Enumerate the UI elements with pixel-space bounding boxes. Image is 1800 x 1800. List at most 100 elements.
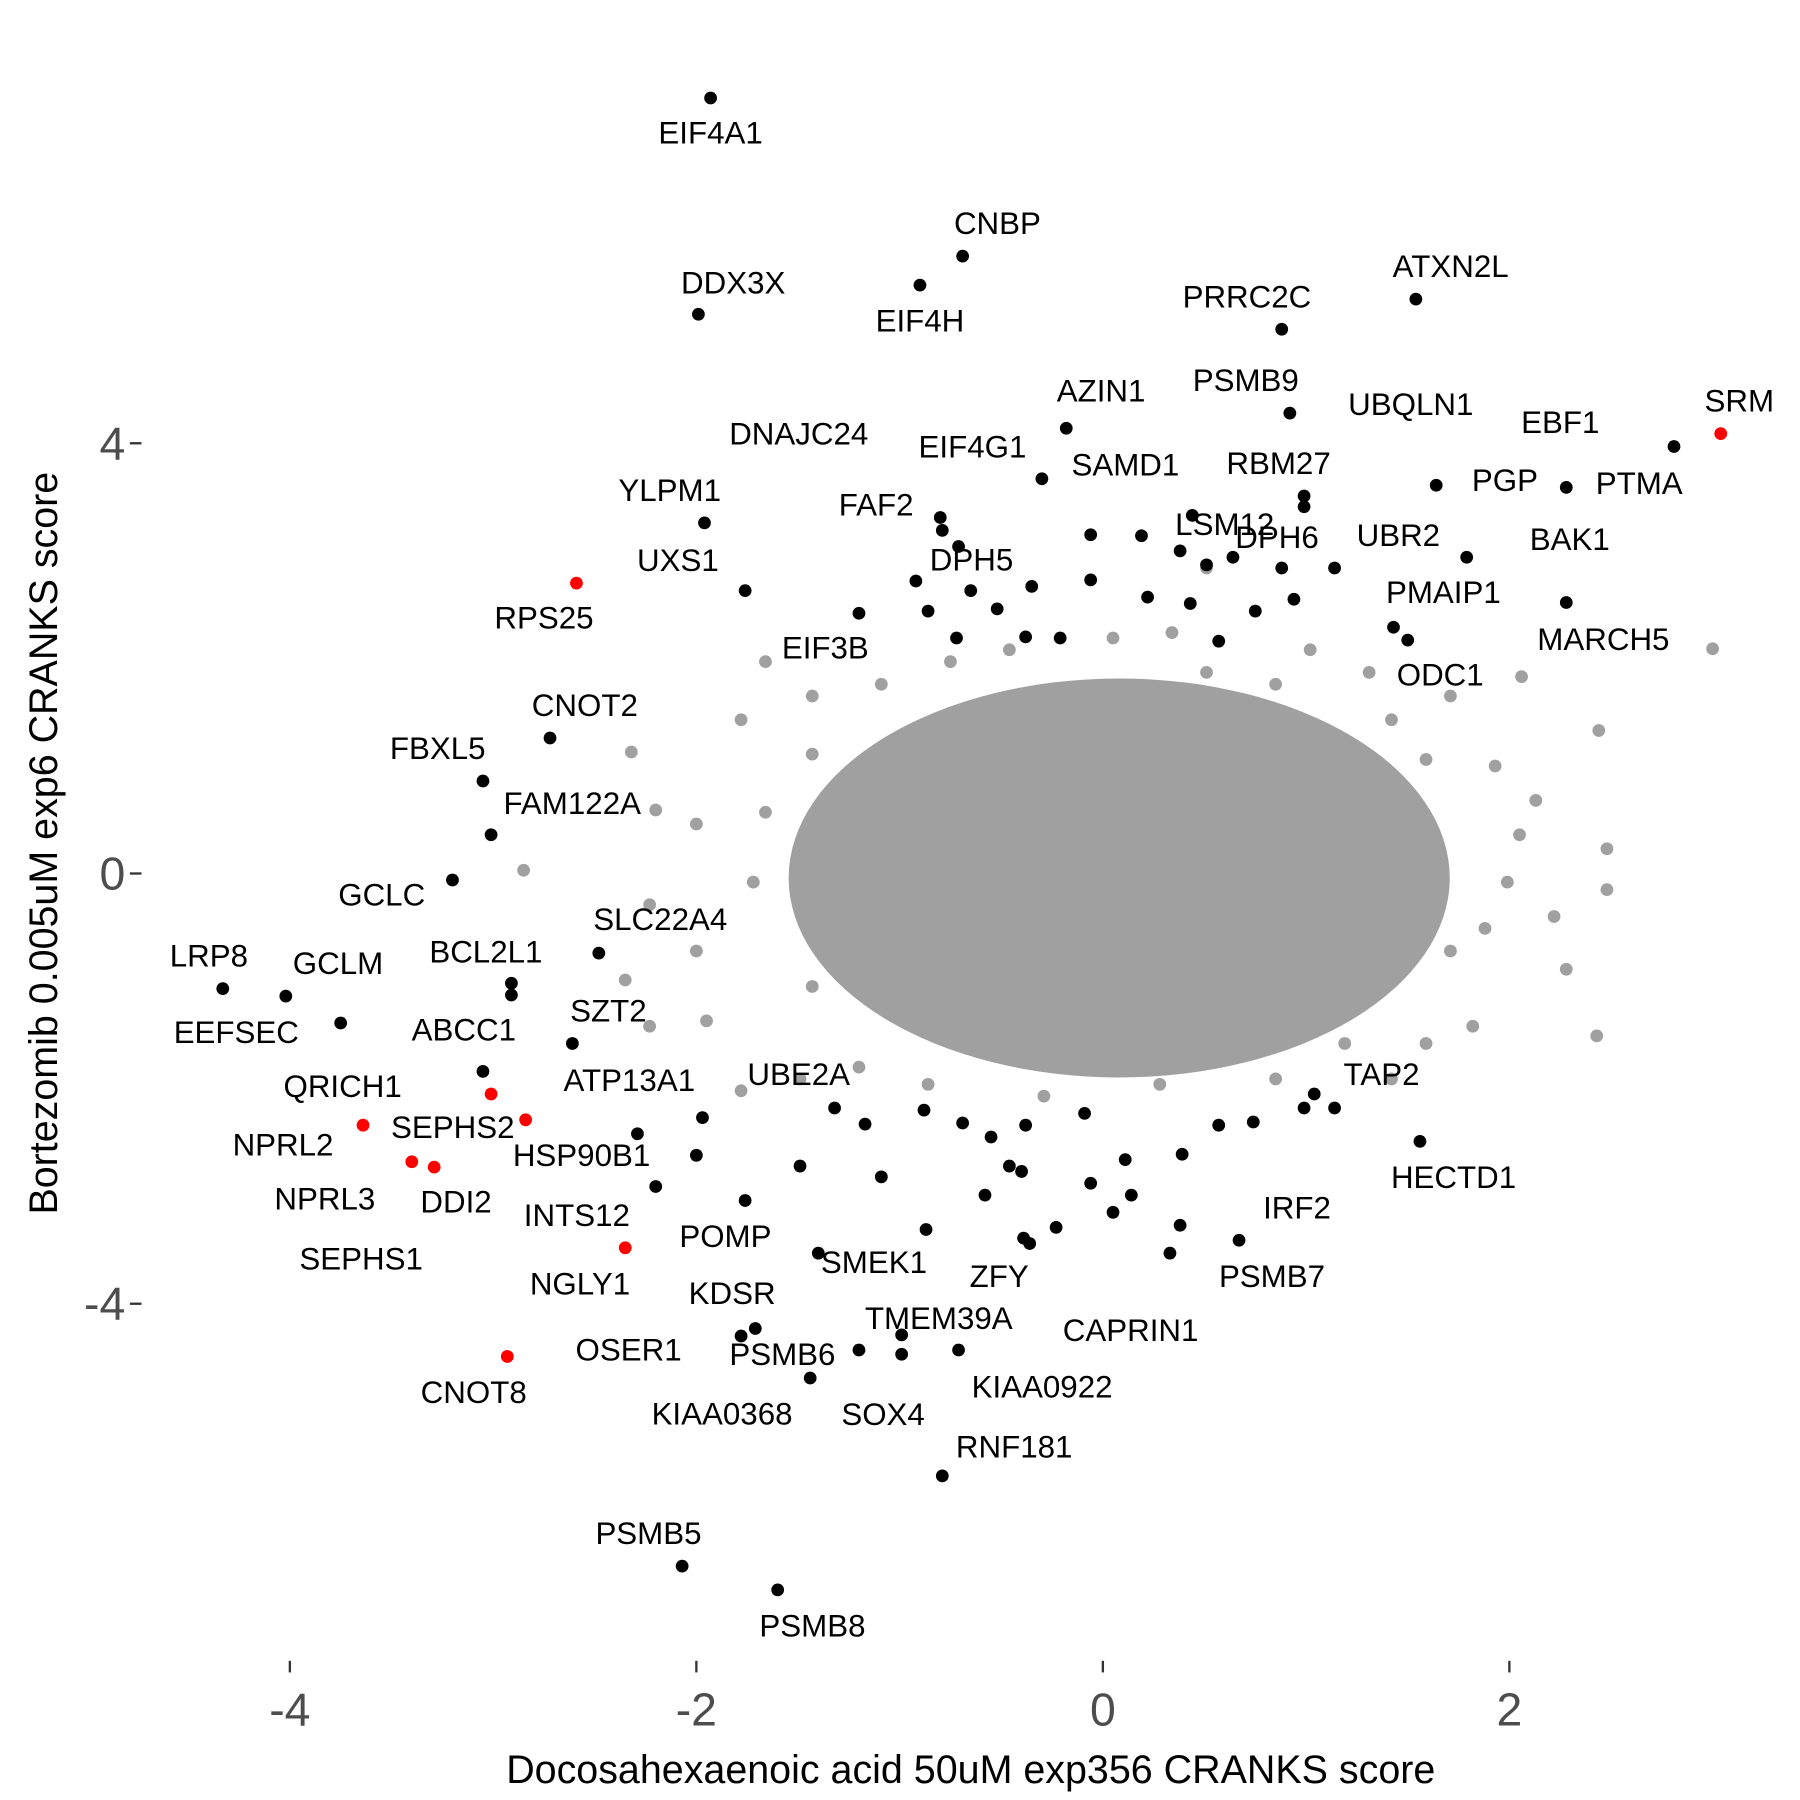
point [738, 1194, 752, 1207]
point [505, 976, 518, 990]
point [1444, 944, 1457, 958]
point [1303, 643, 1317, 657]
point [805, 980, 819, 993]
point [1307, 1087, 1321, 1101]
point [805, 747, 819, 761]
point-label: FAF2 [839, 487, 914, 522]
point [1183, 597, 1197, 610]
point-label: UXS1 [637, 543, 719, 578]
point [1714, 427, 1728, 440]
point-label: EIF4G1 [919, 429, 1027, 464]
point-label: PSMB8 [759, 1608, 865, 1643]
point-label: SRM [1705, 384, 1775, 419]
point [921, 1077, 935, 1091]
point-label: DPH6 [1235, 520, 1318, 555]
point-label: PSMB6 [729, 1337, 835, 1372]
point-label: YLPM1 [618, 473, 721, 508]
point-label: SLC22A4 [593, 902, 727, 937]
point [675, 1559, 689, 1573]
point [704, 91, 717, 105]
point [1385, 1072, 1398, 1086]
point [631, 1127, 644, 1141]
point [1419, 753, 1433, 766]
point [1515, 670, 1528, 684]
point-label: CNBP [954, 206, 1041, 241]
point-label: SEPHS1 [299, 1241, 423, 1276]
point [1600, 883, 1614, 897]
point [279, 989, 293, 1003]
point-label: BAK1 [1530, 522, 1610, 557]
point [1706, 642, 1719, 656]
point [1275, 322, 1289, 336]
point-label: EIF4H [876, 304, 965, 339]
point-label: ZFY [970, 1259, 1029, 1294]
point [1529, 793, 1543, 807]
y-tick-label: 0 [99, 848, 125, 900]
point [952, 1343, 965, 1357]
point [1200, 665, 1213, 679]
point [1283, 406, 1297, 420]
point [1163, 1246, 1177, 1260]
y-tick-label: 4 [99, 417, 125, 469]
point [689, 944, 703, 958]
point [1124, 1188, 1138, 1202]
point-label: GCLC [338, 878, 425, 913]
point [696, 1111, 709, 1125]
point [1175, 1147, 1189, 1161]
point-label: DPH5 [930, 543, 1013, 578]
point [978, 1188, 992, 1202]
point [1513, 828, 1526, 842]
point [935, 1469, 949, 1483]
point [1232, 1233, 1246, 1247]
point [964, 584, 978, 598]
point [1287, 592, 1301, 606]
point [1212, 1118, 1226, 1132]
point [852, 1060, 866, 1074]
point [1275, 561, 1289, 575]
point [793, 1072, 807, 1086]
point-label: UBE2A [747, 1057, 850, 1092]
x-tick-label: 2 [1496, 1684, 1522, 1736]
point-label: QRICH1 [283, 1069, 401, 1104]
point [543, 731, 557, 745]
point [643, 1019, 656, 1033]
point [1547, 910, 1561, 923]
point [734, 713, 748, 727]
point [1328, 1101, 1341, 1115]
point [956, 249, 970, 263]
point [748, 1322, 762, 1335]
point [1019, 1118, 1033, 1132]
point-label: PMAIP1 [1386, 575, 1501, 610]
point [1025, 579, 1039, 593]
point-label: CAPRIN1 [1063, 1313, 1199, 1348]
point [828, 1101, 841, 1115]
point [689, 1148, 703, 1162]
x-tick-label: 0 [1090, 1684, 1116, 1736]
point [484, 828, 498, 842]
point [689, 817, 703, 831]
point-label: SMEK1 [821, 1245, 927, 1280]
point [1500, 875, 1514, 889]
point [1106, 631, 1120, 645]
point [1559, 962, 1573, 976]
point [476, 1065, 490, 1078]
point [1338, 1037, 1352, 1050]
point [592, 946, 606, 960]
point [895, 1328, 909, 1342]
point [1173, 544, 1187, 558]
point [570, 576, 583, 590]
point-label: PTMA [1596, 466, 1683, 501]
point [1049, 1220, 1063, 1234]
point-label: AZIN1 [1057, 374, 1146, 409]
dense-cloud [788, 678, 1450, 1078]
point [1212, 634, 1226, 648]
point-label: DDI2 [420, 1185, 491, 1220]
point-label: RPS25 [494, 600, 593, 635]
point [1328, 561, 1341, 575]
point [874, 677, 888, 691]
point [1023, 1237, 1037, 1250]
point-label: HSP90B1 [513, 1138, 650, 1173]
point [1460, 550, 1474, 564]
point [1409, 292, 1423, 306]
point-label: SAMD1 [1071, 447, 1179, 482]
